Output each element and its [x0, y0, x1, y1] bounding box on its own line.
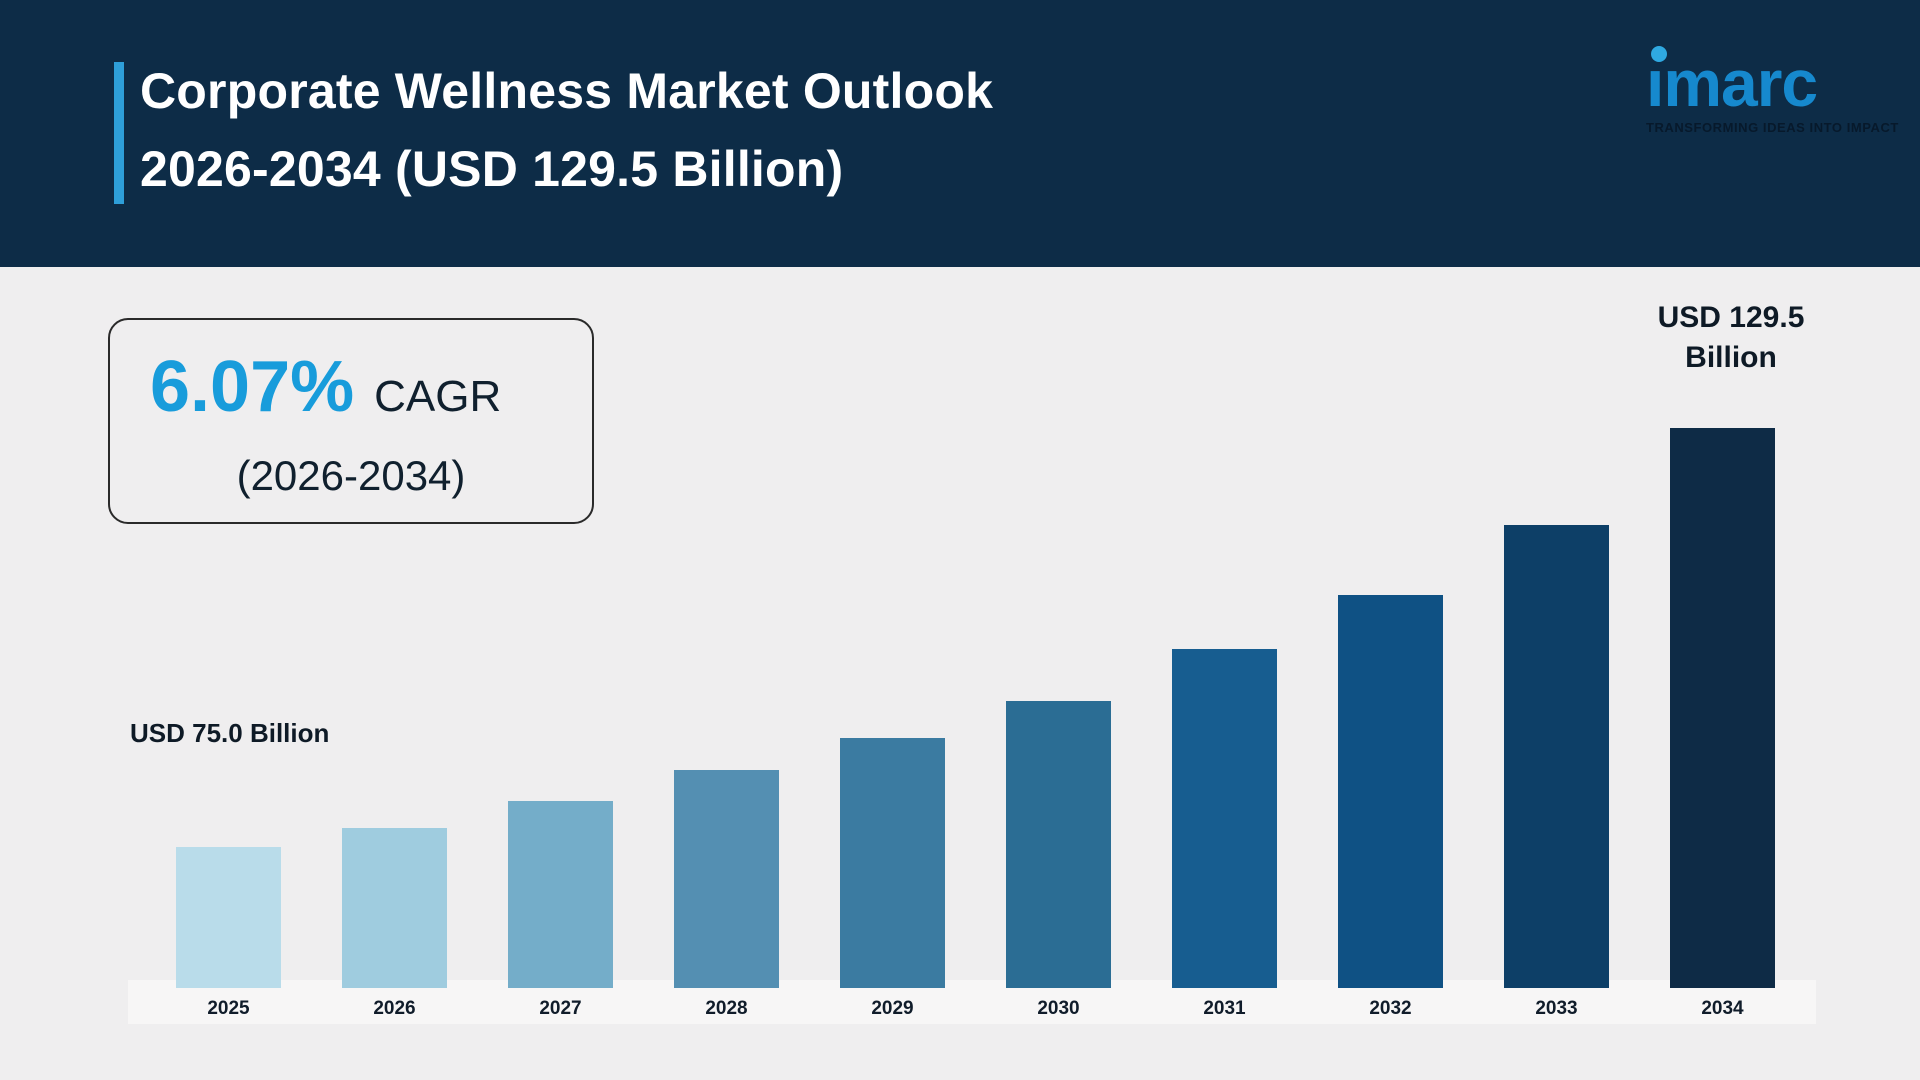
- bar-2031: [1172, 649, 1277, 988]
- x-tick-2027: 2027: [539, 998, 582, 1019]
- bar-column-2034: 2034: [1670, 428, 1775, 1024]
- cagr-value: 6.07%: [150, 347, 355, 427]
- logo-i-dot-icon: [1651, 46, 1667, 62]
- x-tick-2028: 2028: [705, 998, 748, 1019]
- x-tick-2029: 2029: [871, 998, 914, 1019]
- page-title-line2: 2026-2034 (USD 129.5 Billion): [140, 141, 844, 197]
- bar-2027: [508, 801, 613, 988]
- bar-2026: [342, 828, 447, 988]
- header-band: Corporate Wellness Market Outlook 2026-2…: [0, 0, 1920, 267]
- x-tick-2033: 2033: [1535, 998, 1578, 1019]
- bar-column-2031: 2031: [1172, 649, 1277, 1024]
- imarc-logo: ımarc TRANSFORMING IDEAS INTO IMPACT: [1646, 46, 1899, 135]
- bar-2028: [674, 770, 779, 988]
- title-accent-bar: [114, 62, 124, 204]
- bar-column-2028: 2028: [674, 770, 779, 1024]
- bar-2032: [1338, 595, 1443, 988]
- annotation-start-value: USD 75.0 Billion: [130, 718, 330, 748]
- x-tick-2030: 2030: [1037, 998, 1080, 1019]
- page-title-line1: Corporate Wellness Market Outlook: [140, 63, 994, 119]
- cagr-box: 6.07% CAGR (2026-2034): [108, 318, 594, 524]
- x-tick-2031: 2031: [1203, 998, 1246, 1019]
- page-title: Corporate Wellness Market Outlook 2026-2…: [140, 52, 993, 208]
- x-tick-2034: 2034: [1701, 998, 1744, 1019]
- annotation-end-value: USD 129.5 Billion: [1657, 301, 1805, 374]
- imarc-logo-text: ımarc: [1646, 46, 1818, 116]
- bar-column-2025: 2025: [176, 847, 281, 1024]
- bar-2025: [176, 847, 281, 988]
- logo-tagline: TRANSFORMING IDEAS INTO IMPACT: [1646, 120, 1899, 135]
- bar-column-2032: 2032: [1338, 595, 1443, 1024]
- bar-2029: [840, 738, 945, 988]
- x-tick-2026: 2026: [373, 998, 416, 1019]
- bar-2030: [1006, 701, 1111, 988]
- cagr-row: 6.07% CAGR: [110, 320, 592, 428]
- cagr-label: CAGR: [374, 372, 502, 421]
- x-tick-2025: 2025: [207, 998, 250, 1019]
- bar-2033: [1504, 525, 1609, 988]
- bar-column-2030: 2030: [1006, 701, 1111, 1024]
- bar-2034: [1670, 428, 1775, 988]
- imarc-logo-wordmark: ımarc: [1646, 46, 1818, 120]
- bar-chart: 2025 2026 2027 2028 2029 2030 2031 2032 2033 2034: [176, 428, 1775, 1024]
- bar-column-2029: 2029: [840, 738, 945, 1024]
- x-tick-2032: 2032: [1369, 998, 1412, 1019]
- bar-column-2027: 2027: [508, 801, 613, 1024]
- bar-column-2026: 2026: [342, 828, 447, 1024]
- cagr-period: (2026-2034): [236, 452, 466, 499]
- bar-column-2033: 2033: [1504, 525, 1609, 1024]
